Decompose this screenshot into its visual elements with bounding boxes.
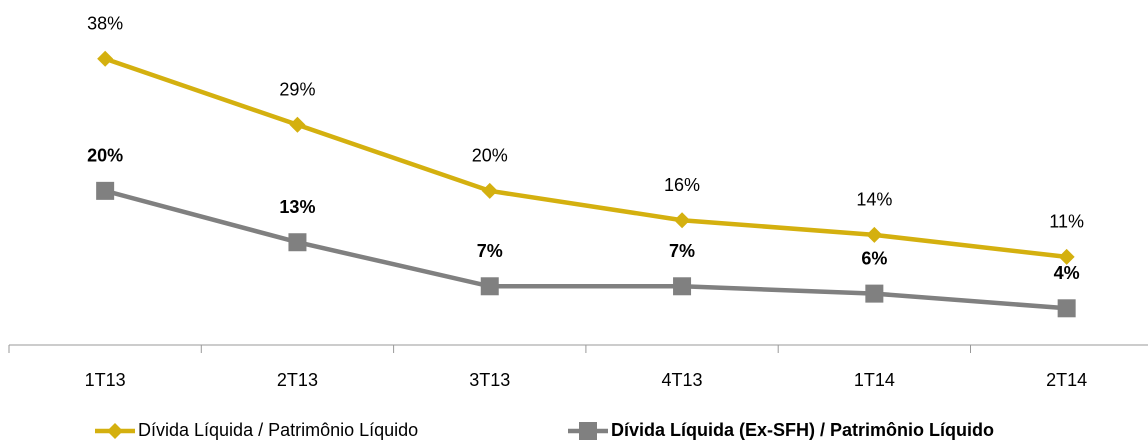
data-label: 4%	[1054, 263, 1080, 283]
point	[1057, 299, 1076, 318]
x-tick-label: 1T13	[85, 370, 126, 390]
point	[288, 233, 307, 252]
point	[673, 277, 692, 296]
point	[97, 50, 114, 67]
point	[865, 284, 884, 303]
legend-marker	[107, 423, 123, 439]
data-label: 38%	[87, 13, 123, 33]
legend-marker	[579, 422, 597, 440]
x-tick-label: 4T13	[662, 370, 703, 390]
data-label: 7%	[477, 241, 503, 261]
data-label: 7%	[669, 241, 695, 261]
data-label: 6%	[861, 248, 887, 268]
series-line	[104, 188, 1067, 311]
point	[480, 277, 499, 296]
legend-label: Dívida Líquida / Patrimônio Líquido	[138, 420, 418, 440]
point	[96, 181, 115, 200]
data-label: 11%	[1049, 212, 1084, 232]
point	[481, 182, 498, 199]
data-label: 14%	[856, 190, 892, 210]
point	[866, 226, 883, 243]
point	[1058, 248, 1075, 265]
point	[289, 116, 306, 133]
data-label: 29%	[279, 80, 315, 100]
x-tick-label: 2T14	[1046, 370, 1087, 390]
x-tick-label: 2T13	[277, 370, 318, 390]
series-line	[104, 56, 1067, 260]
data-label: 16%	[664, 175, 700, 195]
data-label: 13%	[279, 197, 315, 217]
legend-label: Dívida Líquida (Ex-SFH) / Patrimônio Líq…	[611, 420, 994, 440]
x-tick-label: 3T13	[469, 370, 510, 390]
data-label: 20%	[472, 146, 508, 166]
point	[674, 212, 691, 229]
x-tick-label: 1T14	[854, 370, 895, 390]
data-label: 20%	[87, 146, 123, 166]
